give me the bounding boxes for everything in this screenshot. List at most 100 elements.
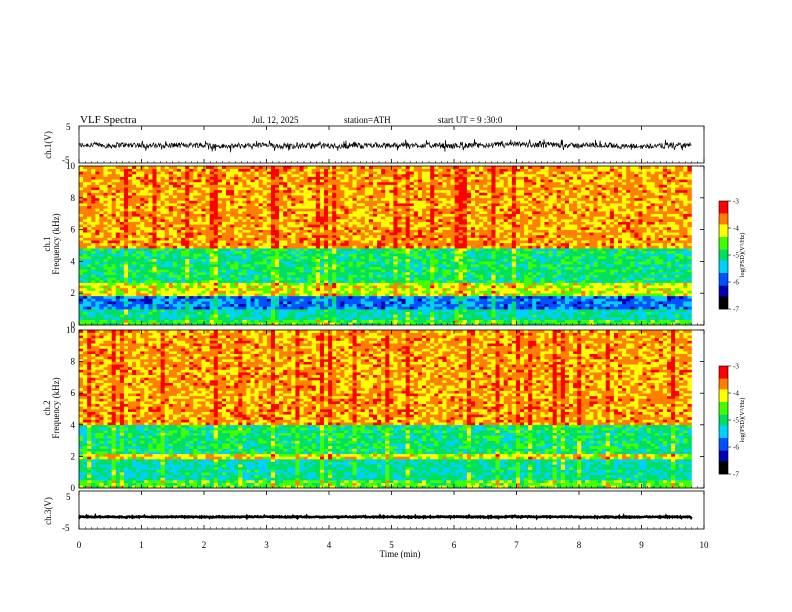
spectrogram-cell xyxy=(213,187,219,191)
spectrogram-cell xyxy=(156,287,161,291)
spectrogram-cell xyxy=(385,195,390,199)
spectrogram-cell xyxy=(119,282,125,286)
spectrogram-cell xyxy=(217,216,223,220)
spectrogram-cell xyxy=(246,269,251,273)
spectrogram-cell xyxy=(270,293,276,297)
spectrogram-cell xyxy=(87,279,92,283)
spectrogram-cell xyxy=(164,192,170,196)
spectrogram-cell xyxy=(262,293,268,297)
spectrogram-cell xyxy=(185,197,190,201)
spectrogram-cell xyxy=(401,224,406,228)
spectrogram-cell xyxy=(136,203,141,207)
spectrogram-cell xyxy=(250,208,255,212)
spectrogram-cell xyxy=(209,319,215,323)
spectrogram-cell xyxy=(303,242,308,246)
spectrogram-cell xyxy=(409,192,415,196)
spectrogram-cell xyxy=(352,287,357,291)
spectrogram-cell xyxy=(385,173,390,177)
spectrogram-cell xyxy=(221,317,227,320)
spectrogram-cell xyxy=(270,200,276,204)
spectrogram-cell xyxy=(87,266,92,270)
spectrogram-cell xyxy=(381,213,386,217)
spectrogram-cell xyxy=(152,197,157,201)
spectrogram-cell xyxy=(152,253,157,257)
spectrogram-cell xyxy=(262,216,268,220)
spectrogram-cell xyxy=(291,173,296,177)
spectrogram-cell xyxy=(148,279,153,283)
spectrogram-cell xyxy=(87,226,92,230)
spectrogram-cell xyxy=(128,287,133,291)
spectrogram-cell xyxy=(246,171,251,175)
spectrogram-cell xyxy=(307,197,313,201)
spectrogram-cell xyxy=(83,213,88,217)
spectrogram-cell xyxy=(270,274,276,278)
spectrogram-cell xyxy=(368,234,374,238)
spectrogram-cell xyxy=(250,234,255,238)
spectrogram-cell xyxy=(377,166,382,169)
spectrogram-cell xyxy=(242,248,247,252)
spectrogram-cell xyxy=(291,287,296,291)
spectrogram-cell xyxy=(185,285,190,289)
spectrogram-cell xyxy=(230,237,235,241)
spectrogram-cell xyxy=(107,253,112,257)
spectrogram-cell xyxy=(193,314,198,318)
spectrogram-cell xyxy=(352,290,357,294)
spectrogram-cell xyxy=(311,287,317,291)
spectrogram-cell xyxy=(393,295,398,299)
spectrogram-cell xyxy=(328,253,333,257)
spectrogram-cell xyxy=(373,173,378,177)
spectrogram-cell xyxy=(307,226,313,230)
spectrogram-cell xyxy=(413,303,419,307)
spectrogram-cell xyxy=(152,208,157,212)
spectrogram-cell xyxy=(209,216,215,220)
spectrogram-cell xyxy=(311,314,317,318)
spectrogram-cell xyxy=(119,216,125,220)
spectrogram-cell xyxy=(324,274,329,278)
spectrogram-cell xyxy=(95,179,100,183)
spectrogram-cell xyxy=(91,205,96,209)
spectrogram-cell xyxy=(242,226,247,230)
spectrogram-cell xyxy=(397,287,402,291)
spectrogram-cell xyxy=(332,303,337,307)
spectrogram-cell xyxy=(230,229,235,233)
spectrogram-cell xyxy=(344,211,349,214)
spectrogram-cell xyxy=(397,166,402,169)
spectrogram-cell xyxy=(393,303,398,307)
spectrogram-cell xyxy=(364,213,370,217)
spectrogram-cell xyxy=(148,258,153,262)
spectrogram-cell xyxy=(377,272,382,275)
spectrogram-cell xyxy=(217,229,223,233)
spectrogram-cell xyxy=(352,184,357,188)
spectrogram-cell xyxy=(279,232,284,236)
spectrogram-cell xyxy=(311,303,317,307)
spectrogram-cell xyxy=(136,303,141,307)
spectrogram-cell xyxy=(311,264,317,267)
spectrogram-cell xyxy=(319,173,325,177)
spectrogram-cell xyxy=(152,171,157,175)
spectrogram-cell xyxy=(234,187,239,191)
spectrogram-cell xyxy=(279,319,284,323)
spectrogram-cell xyxy=(226,197,231,201)
spectrogram-cell xyxy=(275,237,280,241)
spectrogram-cell xyxy=(262,171,268,175)
spectrogram-cell xyxy=(242,166,247,169)
spectrogram-cell xyxy=(197,216,202,220)
spectrogram-cell xyxy=(336,226,341,230)
spectrogram-cell xyxy=(217,295,223,299)
spectrogram-cell xyxy=(344,253,349,257)
spectrogram-cell xyxy=(123,224,129,228)
spectrogram-cell xyxy=(352,293,357,297)
spectrogram-cell xyxy=(230,248,235,252)
spectrogram-cell xyxy=(295,293,300,297)
spectrogram-cell xyxy=(246,253,251,257)
spectrogram-cell xyxy=(111,293,117,297)
spectrogram-cell xyxy=(368,301,374,305)
spectrogram-cell xyxy=(266,301,272,305)
spectrogram-cell xyxy=(107,242,112,246)
spectrogram-cell xyxy=(360,248,366,252)
spectrogram-cell xyxy=(209,287,215,291)
spectrogram-cell xyxy=(119,261,125,265)
spectrogram-cell xyxy=(364,309,370,313)
spectrogram-cell xyxy=(246,187,251,191)
spectrogram-cell xyxy=(352,272,357,275)
